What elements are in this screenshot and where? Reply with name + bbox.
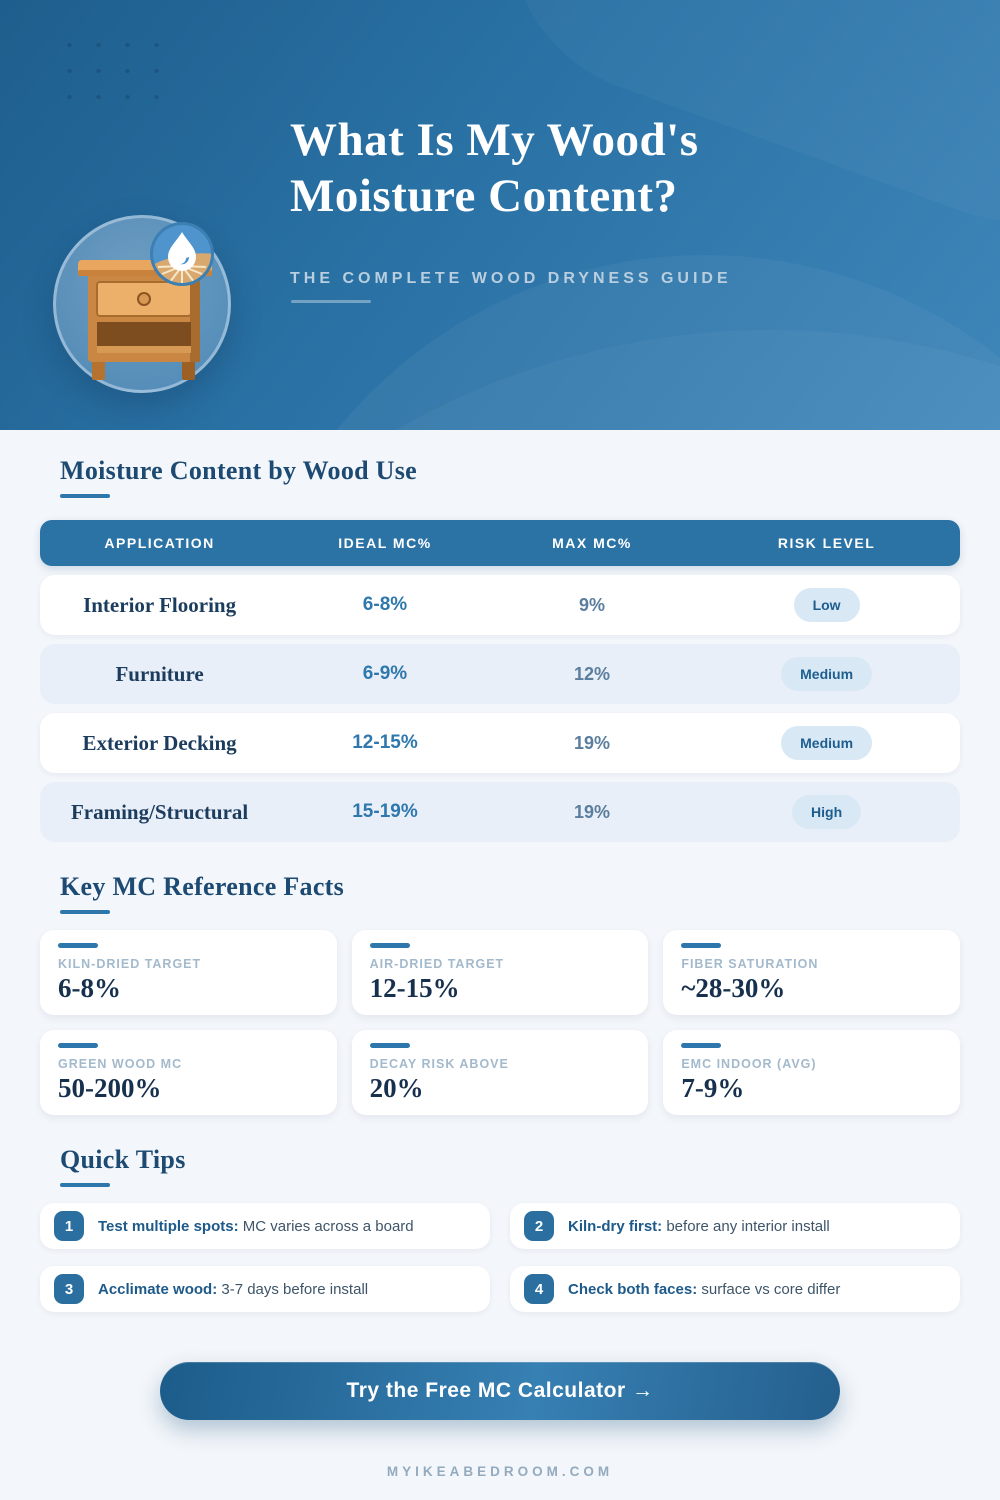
fact-label: AIR-DRIED TARGET — [369, 957, 505, 971]
fact-accent-bar — [681, 1043, 722, 1048]
title-line-2: Moisture Content? — [290, 170, 678, 222]
facts-section-heading: Key MC Reference Facts — [60, 872, 345, 901]
tip-body: MC varies across a board — [238, 1217, 414, 1235]
table-row: Framing/Structural 15-19% 19% High — [40, 782, 960, 842]
tip-card: 3 Acclimate wood: 3-7 days before instal… — [40, 1266, 490, 1312]
table-row: Exterior Decking 12-15% 19% Medium — [40, 713, 960, 773]
table-header-row: APPLICATION IDEAL MC% MAX MC% RISK LEVEL — [40, 520, 960, 566]
heading-underline — [60, 494, 110, 498]
table-row: Interior Flooring 6-8% 9% Low — [40, 575, 960, 635]
site-url-footer: MYIKEABEDROOM.COM — [386, 1464, 614, 1479]
tip-text: Test multiple spots: MC varies across a … — [98, 1218, 414, 1235]
tip-card: 2 Kiln-dry first: before any interior in… — [510, 1203, 960, 1249]
tip-number-badge: 2 — [524, 1211, 554, 1241]
tip-number-badge: 3 — [54, 1274, 84, 1304]
tip-number-badge: 4 — [524, 1274, 554, 1304]
fact-value: 6-8% — [58, 973, 121, 1003]
fact-card: FIBER SATURATION ~28-30% — [663, 930, 960, 1015]
tip-lead: Check both faces: — [568, 1280, 698, 1298]
fact-card: GREEN WOOD MC 50-200% — [40, 1030, 337, 1115]
fact-card: EMC INDOOR (AVG) 7-9% — [663, 1030, 960, 1115]
moisture-badge — [148, 220, 216, 288]
ideal-mc-cell: 12-15% — [352, 732, 418, 753]
tip-card: 4 Check both faces: surface vs core diff… — [510, 1266, 960, 1312]
title-line-1: What Is My Wood's — [290, 114, 699, 166]
application-cell: Framing/Structural — [70, 799, 249, 824]
fact-label: GREEN WOOD MC — [58, 1057, 183, 1071]
max-mc-cell: 19% — [573, 732, 610, 753]
tips-grid: 1 Test multiple spots: MC varies across … — [40, 1203, 960, 1312]
tip-lead: Test multiple spots: — [98, 1217, 239, 1235]
fact-accent-bar — [58, 943, 98, 948]
tip-card: 1 Test multiple spots: MC varies across … — [40, 1203, 490, 1249]
application-cell: Furniture — [115, 661, 204, 686]
fact-label: DECAY RISK ABOVE — [369, 1057, 509, 1071]
risk-badge: Medium — [781, 657, 873, 691]
subtitle-underline — [291, 300, 371, 303]
tip-text: Acclimate wood: 3-7 days before install — [98, 1281, 368, 1298]
tip-lead: Kiln-dry first: — [568, 1217, 663, 1235]
fact-value: 12-15% — [369, 973, 460, 1003]
page-title: What Is My Wood's Moisture Content? — [290, 112, 699, 224]
column-header-application: APPLICATION — [104, 535, 215, 551]
moisture-table: APPLICATION IDEAL MC% MAX MC% RISK LEVEL… — [40, 520, 960, 842]
facts-grid: KILN-DRIED TARGET 6-8% AIR-DRIED TARGET … — [40, 930, 960, 1115]
ideal-mc-cell: 6-8% — [362, 594, 408, 615]
tip-body: before any interior install — [662, 1217, 830, 1235]
table-section-heading: Moisture Content by Wood Use — [60, 456, 418, 485]
fact-card: DECAY RISK ABOVE 20% — [351, 1030, 649, 1115]
tip-text: Kiln-dry first: before any interior inst… — [568, 1218, 830, 1235]
application-cell: Exterior Decking — [82, 730, 237, 755]
fact-accent-bar — [369, 943, 410, 948]
tip-body: surface vs core differ — [697, 1280, 841, 1298]
risk-badge: High — [792, 795, 862, 829]
application-cell: Interior Flooring — [83, 592, 237, 617]
heading-underline — [60, 1183, 110, 1187]
mc-calculator-cta-button[interactable]: Try the Free MC Calculator → — [160, 1362, 840, 1420]
fact-card: KILN-DRIED TARGET 6-8% — [40, 930, 337, 1015]
fact-value: 20% — [369, 1073, 424, 1103]
fact-accent-bar — [369, 1043, 410, 1048]
column-header-risk-level: RISK LEVEL — [777, 535, 876, 551]
risk-badge: Low — [793, 588, 860, 622]
max-mc-cell: 19% — [573, 801, 610, 822]
risk-badge: Medium — [781, 726, 873, 760]
fact-card: AIR-DRIED TARGET 12-15% — [351, 930, 649, 1015]
ideal-mc-cell: 15-19% — [352, 801, 418, 822]
main-content: Moisture Content by Wood Use APPLICATION… — [0, 430, 1000, 1479]
fact-value: 7-9% — [681, 1073, 745, 1103]
tip-number-badge: 1 — [54, 1211, 84, 1241]
fact-value: 50-200% — [58, 1073, 162, 1103]
tip-lead: Acclimate wood: — [98, 1280, 218, 1298]
fact-value: ~28-30% — [681, 973, 786, 1003]
fact-accent-bar — [681, 943, 722, 948]
page-subtitle: THE COMPLETE WOOD DRYNESS GUIDE — [290, 270, 732, 287]
table-row: Furniture 6-9% 12% Medium — [40, 644, 960, 704]
water-drop-icon — [150, 222, 214, 286]
ideal-mc-cell: 6-9% — [362, 663, 408, 684]
tips-section-heading: Quick Tips — [60, 1145, 186, 1174]
fact-label: EMC INDOOR (AVG) — [681, 1057, 817, 1071]
fact-accent-bar — [58, 1043, 98, 1048]
column-header-ideal-mc: IDEAL MC% — [338, 535, 432, 551]
fact-label: KILN-DRIED TARGET — [58, 957, 202, 971]
max-mc-cell: 9% — [578, 594, 605, 615]
decorative-dot-grid — [55, 32, 173, 112]
max-mc-cell: 12% — [573, 663, 610, 684]
fact-label: FIBER SATURATION — [681, 957, 819, 971]
heading-underline — [60, 910, 110, 914]
tip-text: Check both faces: surface vs core differ — [568, 1281, 840, 1298]
column-header-max-mc: MAX MC% — [552, 535, 632, 551]
tip-body: 3-7 days before install — [217, 1280, 369, 1298]
hero-banner: What Is My Wood's Moisture Content? THE … — [0, 0, 1000, 430]
